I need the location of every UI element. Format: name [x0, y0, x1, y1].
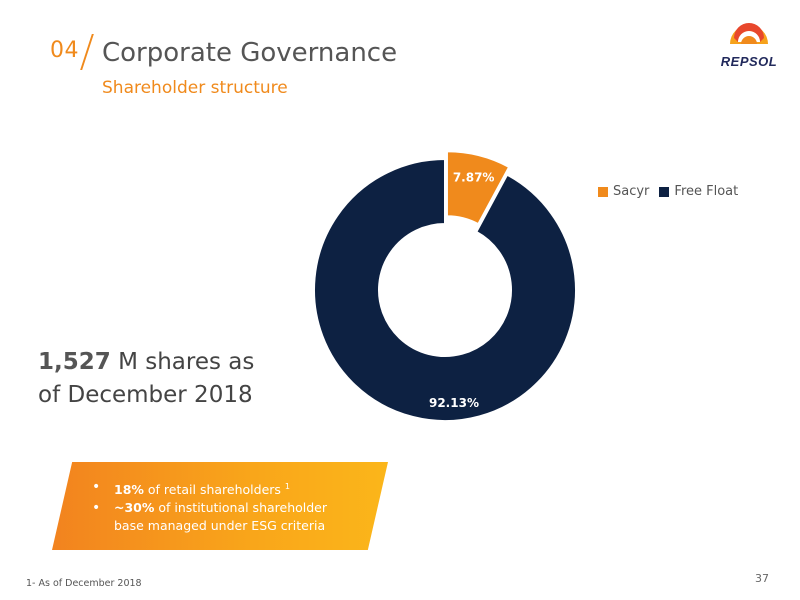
- legend-item-sacyr: Sacyr: [598, 184, 649, 199]
- shares-count: 1,527: [38, 349, 111, 375]
- legend-swatch: [659, 186, 670, 197]
- page-number: 37: [755, 572, 769, 585]
- page-subtitle: Shareholder structure: [102, 78, 288, 98]
- highlight-retail-value: 18%: [114, 482, 144, 498]
- donut-slice-sacyr: [445, 150, 511, 226]
- data-label-free-float: 92.13%: [429, 396, 479, 410]
- repsol-logo-text: REPSOL: [720, 54, 778, 69]
- chart-legend: Sacyr Free Float: [598, 184, 738, 199]
- legend-item-free-float: Free Float: [659, 184, 738, 199]
- footnote: 1- As of December 2018: [26, 578, 142, 589]
- page-title: Corporate Governance: [102, 38, 398, 68]
- highlight-esg-text: of institutional shareholder base manage…: [114, 500, 328, 534]
- highlight-esg-value: ~30%: [114, 500, 155, 516]
- section-number: 04: [50, 38, 79, 63]
- repsol-logo: REPSOL: [716, 16, 782, 72]
- legend-label: Sacyr: [613, 184, 650, 199]
- donut-slice-free-float: [313, 157, 577, 422]
- footnote-ref: 1: [284, 482, 290, 491]
- title-divider-slash: [80, 34, 94, 70]
- highlight-item-retail: 18% of retail shareholders 1: [88, 478, 358, 499]
- highlight-item-esg: ~30% of institutional shareholder base m…: [88, 499, 358, 535]
- highlights-list: 18% of retail shareholders 1 ~30% of ins…: [88, 478, 358, 535]
- shares-statement: 1,527 M shares as of December 2018: [38, 346, 278, 412]
- shareholder-donut-chart: 7.87% 92.13%: [313, 150, 577, 422]
- highlight-retail-text: of retail shareholders: [143, 482, 285, 498]
- highlights-banner: 18% of retail shareholders 1 ~30% of ins…: [52, 462, 388, 550]
- legend-label: Free Float: [674, 184, 739, 199]
- repsol-logo-mark: [730, 23, 768, 44]
- legend-swatch: [598, 186, 608, 197]
- data-label-sacyr: 7.87%: [453, 171, 495, 185]
- shares-text: M shares as of December 2018: [38, 349, 255, 408]
